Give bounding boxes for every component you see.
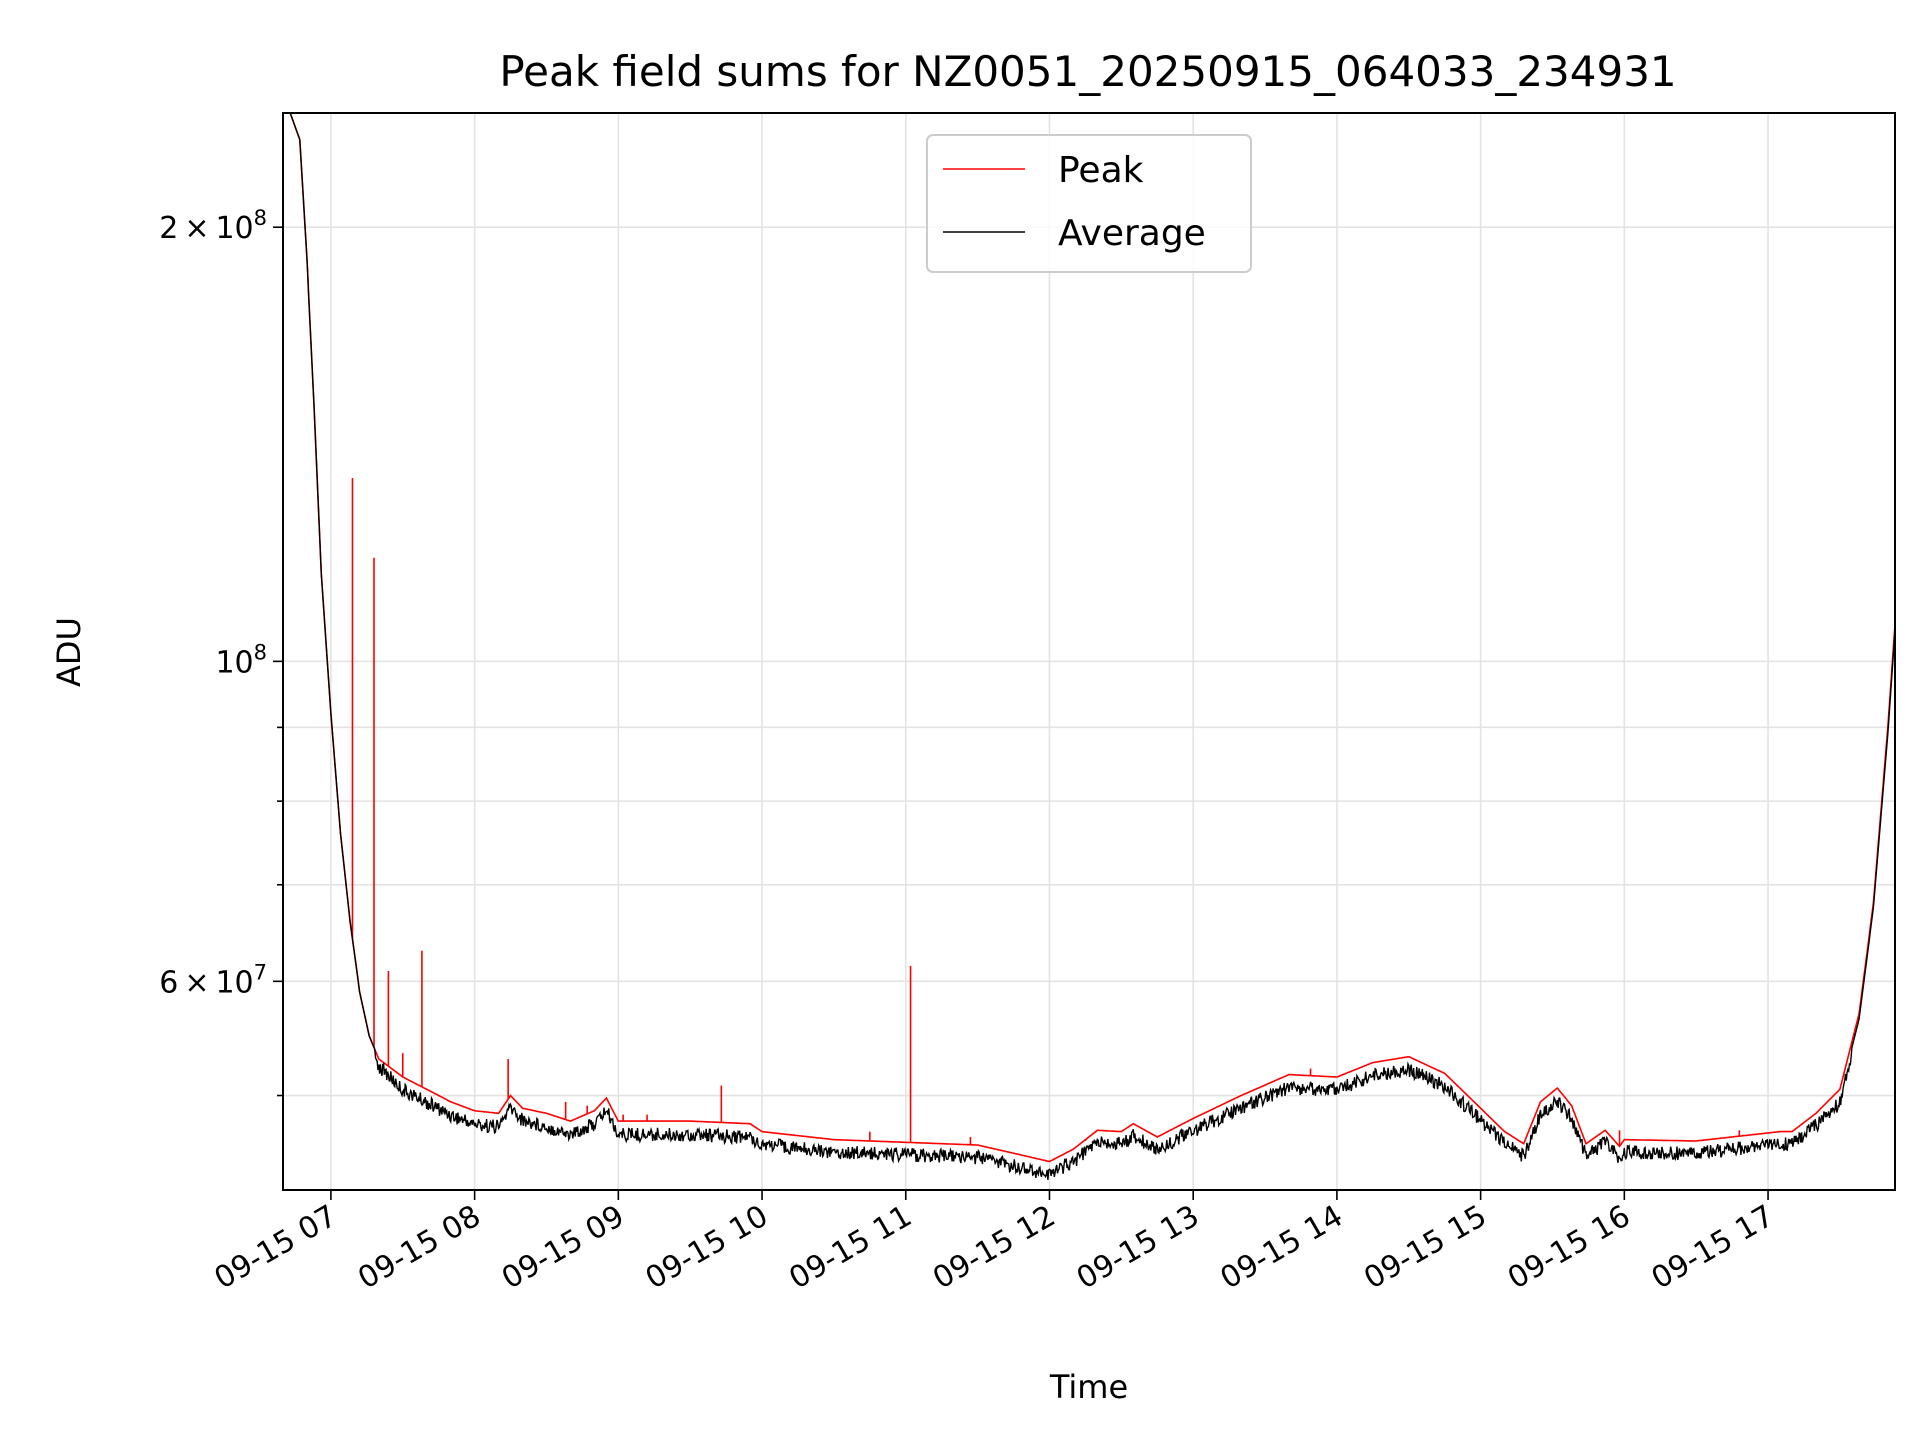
y-axis-title: ADU [50, 617, 88, 687]
y-tick-label: 2 × 108 [159, 206, 267, 246]
plot-frame [282, 112, 1896, 1191]
legend: Peak Average [926, 134, 1252, 273]
x-axis-title: Time [1049, 1368, 1128, 1406]
chart-title: Peak field sums for NZ0051_20250915_0640… [499, 47, 1676, 96]
y-tick-label: 108 [215, 640, 267, 680]
grid [283, 113, 1895, 1190]
y-tick-label: 6 × 107 [159, 960, 267, 1000]
series-layer [289, 113, 1895, 1180]
series-line-average [289, 113, 1895, 1180]
legend-label-average: Average [1058, 213, 1206, 254]
legend-label-peak: Peak [1058, 150, 1144, 191]
